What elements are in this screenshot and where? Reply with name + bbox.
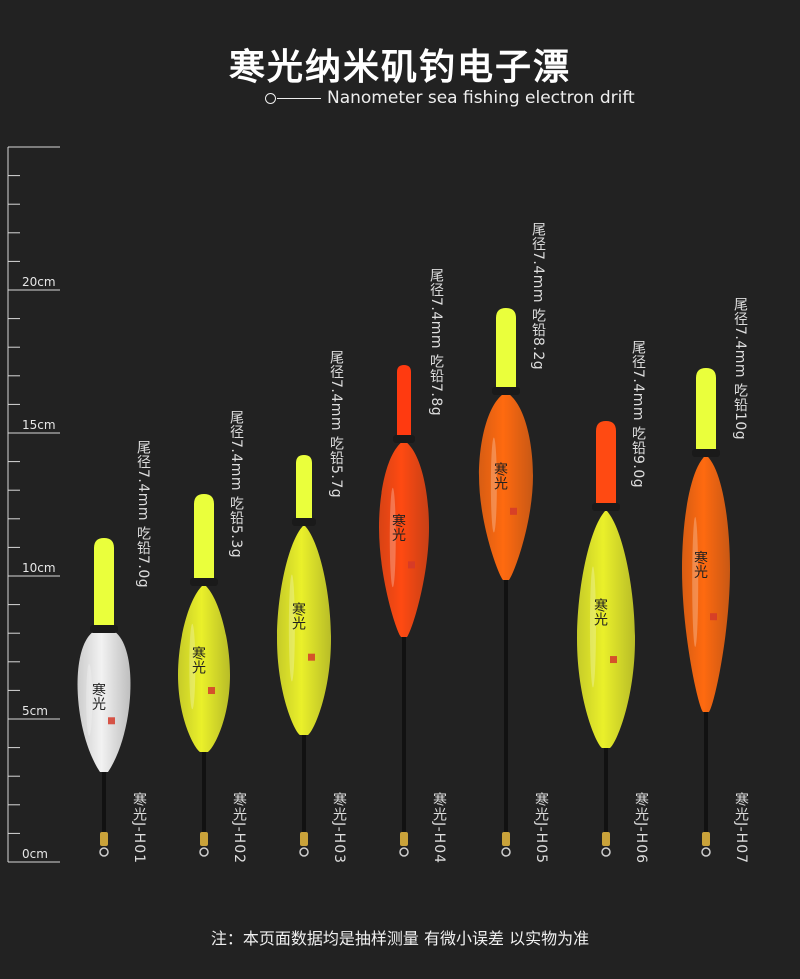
float-body — [277, 521, 331, 735]
float-spec-label: 尾径7.4mm 吃铅5.7g — [328, 350, 344, 499]
float-2: 寒光 — [178, 494, 230, 857]
float-collar — [592, 503, 620, 511]
swivel — [702, 832, 710, 846]
body-highlight — [189, 623, 196, 710]
ruler-label: 5cm — [22, 704, 48, 718]
ring-eye — [299, 847, 309, 857]
float-spec-label: 尾径7.4mm 吃铅8.2g — [530, 222, 546, 371]
swivel — [502, 832, 510, 846]
seal-stamp — [408, 561, 415, 569]
float-body — [682, 452, 730, 712]
float-model-label: 寒光J-H01 — [131, 792, 147, 865]
float-model-label: 寒光J-H05 — [533, 792, 549, 865]
float-7: 寒光 — [682, 368, 730, 857]
disclaimer-text: 注：本页面数据均是抽样测量 有微小误差 以实物为准 — [210, 929, 590, 948]
swivel — [602, 832, 610, 846]
subtitle-rule — [277, 97, 321, 99]
ring-eye — [199, 847, 209, 857]
ruler-label: 20cm — [22, 275, 56, 289]
float-body — [379, 438, 429, 637]
ring-eye — [701, 847, 711, 857]
float-body — [479, 390, 533, 580]
seal-stamp — [710, 613, 717, 621]
brand-mark: 寒光 — [90, 682, 106, 712]
ring-eye — [601, 847, 611, 857]
float-spec-label: 尾径7.4mm 吃铅9.0g — [630, 340, 646, 489]
float-tip — [397, 365, 411, 442]
brand-mark: 寒光 — [592, 597, 608, 627]
float-model-label: 寒光J-H03 — [331, 792, 347, 865]
body-highlight — [86, 664, 93, 736]
float-tip — [94, 538, 114, 632]
float-tip — [296, 455, 312, 525]
brand-mark: 寒光 — [290, 602, 306, 632]
brand-mark: 寒光 — [692, 550, 708, 580]
float-spec-label: 尾径7.4mm 吃铅7.8g — [428, 268, 444, 417]
ruler-label: 0cm — [22, 847, 48, 861]
brand-mark: 寒光 — [390, 513, 406, 543]
ring-eye — [399, 847, 409, 857]
body-highlight — [389, 487, 396, 588]
float-collar — [692, 449, 720, 457]
float-model-label: 寒光J-H07 — [733, 792, 749, 865]
float-collar — [492, 387, 520, 395]
float-spec-label: 尾径7.4mm 吃铅5.3g — [228, 410, 244, 559]
float-spec-label: 尾径7.4mm 吃铅7.0g — [135, 440, 151, 589]
float-body — [77, 628, 131, 772]
float-model-label: 寒光J-H02 — [231, 792, 247, 865]
page-subtitle: Nanometer sea fishing electron drift — [265, 88, 635, 108]
float-tip — [696, 368, 716, 456]
body-highlight — [589, 566, 596, 688]
ring-eye — [99, 847, 109, 857]
float-collar — [393, 435, 415, 443]
swivel — [100, 832, 108, 846]
float-model-label: 寒光J-H06 — [633, 792, 649, 865]
brand-mark: 寒光 — [190, 645, 206, 675]
body-highlight — [692, 517, 699, 647]
float-body — [577, 506, 635, 748]
seal-stamp — [308, 653, 315, 661]
body-highlight — [288, 574, 295, 682]
swivel — [400, 832, 408, 846]
swivel — [300, 832, 308, 846]
circle-icon — [265, 92, 276, 104]
seal-stamp — [208, 687, 215, 695]
float-5: 寒光 — [479, 308, 533, 857]
float-collar — [90, 625, 118, 633]
swivel — [200, 832, 208, 846]
ruler-label: 10cm — [22, 561, 56, 575]
float-1: 寒光 — [77, 538, 131, 857]
page-title: 寒光纳米矶钓电子漂 — [228, 47, 571, 88]
body-highlight — [490, 437, 497, 533]
float-body — [178, 581, 230, 752]
float-collar — [292, 518, 316, 526]
seal-stamp — [610, 656, 617, 664]
seal-stamp — [108, 717, 115, 725]
float-tip — [596, 421, 616, 510]
float-4: 寒光 — [379, 365, 429, 857]
float-tip — [496, 308, 516, 394]
float-6: 寒光 — [577, 421, 635, 857]
float-model-label: 寒光J-H04 — [431, 792, 447, 865]
seal-stamp — [510, 507, 517, 515]
float-collar — [190, 578, 218, 586]
subtitle-text: Nanometer sea fishing electron drift — [327, 88, 635, 108]
height-ruler: 20cm 15cm 10cm 5cm 0cm — [7, 146, 60, 863]
ring-eye — [501, 847, 511, 857]
float-spec-label: 尾径7.4mm 吃铅10g — [732, 297, 748, 441]
float-tip — [194, 494, 214, 585]
brand-mark: 寒光 — [492, 462, 508, 492]
float-3: 寒光 — [277, 455, 331, 857]
ruler-label: 15cm — [22, 418, 56, 432]
